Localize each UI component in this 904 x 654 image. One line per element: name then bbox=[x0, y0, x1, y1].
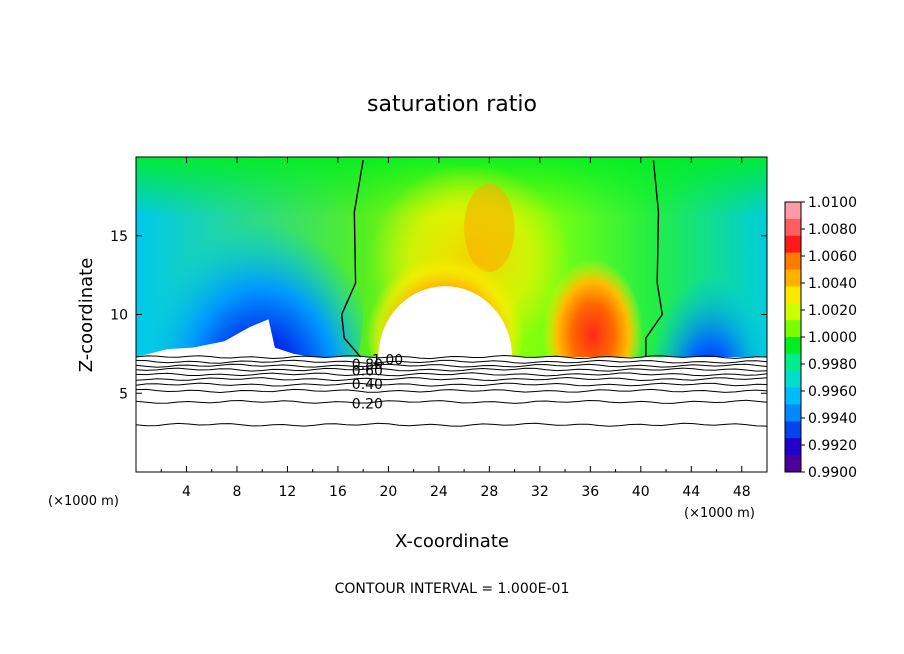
x-tick-label: 28 bbox=[480, 484, 498, 500]
colorbar-label: 0.9920 bbox=[808, 438, 857, 454]
level-contour bbox=[135, 363, 768, 368]
x-tick-label: 4 bbox=[182, 484, 191, 500]
contour-label: 0.40 bbox=[352, 377, 383, 393]
colorbar-swatch bbox=[785, 438, 801, 456]
colorbar-swatch bbox=[785, 286, 801, 304]
x-tick-label: 40 bbox=[632, 484, 650, 500]
saturation-contour-1 bbox=[340, 160, 364, 358]
x-unit-right: (×1000 m) bbox=[684, 506, 755, 521]
level-contour bbox=[135, 388, 768, 394]
x-axis-label: X-coordinate bbox=[395, 531, 509, 552]
contour-label: 0.80 bbox=[352, 357, 383, 373]
colorbar-swatch bbox=[785, 370, 801, 389]
saturation-contour-2 bbox=[645, 160, 663, 358]
colorbar-label: 1.0060 bbox=[808, 249, 857, 265]
colorbar-label: 1.0080 bbox=[808, 222, 857, 238]
x-tick-label: 32 bbox=[531, 484, 549, 500]
colorbar-label: 1.0000 bbox=[808, 330, 857, 346]
colorbar-swatch bbox=[785, 353, 801, 372]
colorbar-swatch bbox=[785, 320, 801, 338]
colorbar-swatch bbox=[785, 202, 801, 220]
y-tick-label: 15 bbox=[110, 229, 128, 245]
colorbar-swatch bbox=[785, 404, 801, 422]
level-contour bbox=[135, 354, 768, 360]
y-axis-label: Z-coordinate bbox=[76, 258, 97, 373]
colorbar-swatch bbox=[785, 387, 801, 405]
colorbar-label: 0.9960 bbox=[808, 384, 857, 400]
colorbar-label: 0.9900 bbox=[808, 465, 857, 481]
colorbar-label: 0.9980 bbox=[808, 357, 857, 373]
x-unit-left: (×1000 m) bbox=[48, 494, 119, 509]
colorbar-swatch bbox=[785, 421, 801, 439]
y-tick-label: 10 bbox=[110, 308, 128, 324]
terrain-mask-left bbox=[136, 319, 313, 358]
y-tick-label: 5 bbox=[119, 386, 128, 402]
level-contour bbox=[135, 367, 768, 372]
x-tick-label: 16 bbox=[329, 484, 347, 500]
colorbar-label: 1.0020 bbox=[808, 303, 857, 319]
colorbar-swatch bbox=[785, 337, 801, 355]
contour-interval-note: CONTOUR INTERVAL = 1.000E-01 bbox=[335, 581, 570, 597]
colorbar: 1.0100 1.0080 1.0060 1.0040 1.0020 1.0000 0.99… bbox=[784, 195, 857, 481]
colorbar-swatch bbox=[785, 269, 801, 287]
contour-label: 1.00 bbox=[372, 352, 403, 368]
y-axis-ticks: 5 10 15 bbox=[110, 229, 767, 402]
x-tick-label: 48 bbox=[733, 484, 751, 500]
contour-label: 0.20 bbox=[352, 396, 383, 412]
contour-label: 0.60 bbox=[352, 363, 383, 379]
x-tick-label: 12 bbox=[279, 484, 297, 500]
x-axis-ticks: 4 8 12 16 20 24 28 32 36 40 44 48 bbox=[160, 157, 751, 500]
colorbar-swatch bbox=[785, 455, 801, 473]
chart-title: saturation ratio bbox=[367, 92, 537, 117]
contour-lines bbox=[135, 160, 768, 427]
colorbar-swatch bbox=[785, 303, 801, 321]
level-contour bbox=[135, 376, 768, 382]
colorbar-label: 0.9940 bbox=[808, 411, 857, 427]
level-contour bbox=[135, 382, 768, 387]
level-contour bbox=[135, 399, 768, 404]
x-tick-label: 20 bbox=[379, 484, 397, 500]
level-contour bbox=[135, 359, 768, 364]
colorbar-swatch bbox=[785, 252, 801, 270]
saturation-field bbox=[136, 157, 767, 472]
lower-domain bbox=[136, 357, 767, 472]
level-contour bbox=[135, 372, 768, 377]
x-tick-label: 8 bbox=[232, 484, 241, 500]
colorbar-label: 1.0100 bbox=[808, 195, 857, 211]
x-tick-label: 24 bbox=[430, 484, 448, 500]
colorbar-swatch bbox=[785, 218, 801, 237]
x-tick-label: 36 bbox=[581, 484, 599, 500]
colorbar-swatch bbox=[785, 235, 801, 254]
colorbar-label: 1.0040 bbox=[808, 276, 857, 292]
contour-labels: 1.000.800.600.40 0.20 bbox=[352, 352, 403, 412]
x-tick-label: 44 bbox=[682, 484, 700, 500]
level-contour bbox=[135, 422, 768, 427]
